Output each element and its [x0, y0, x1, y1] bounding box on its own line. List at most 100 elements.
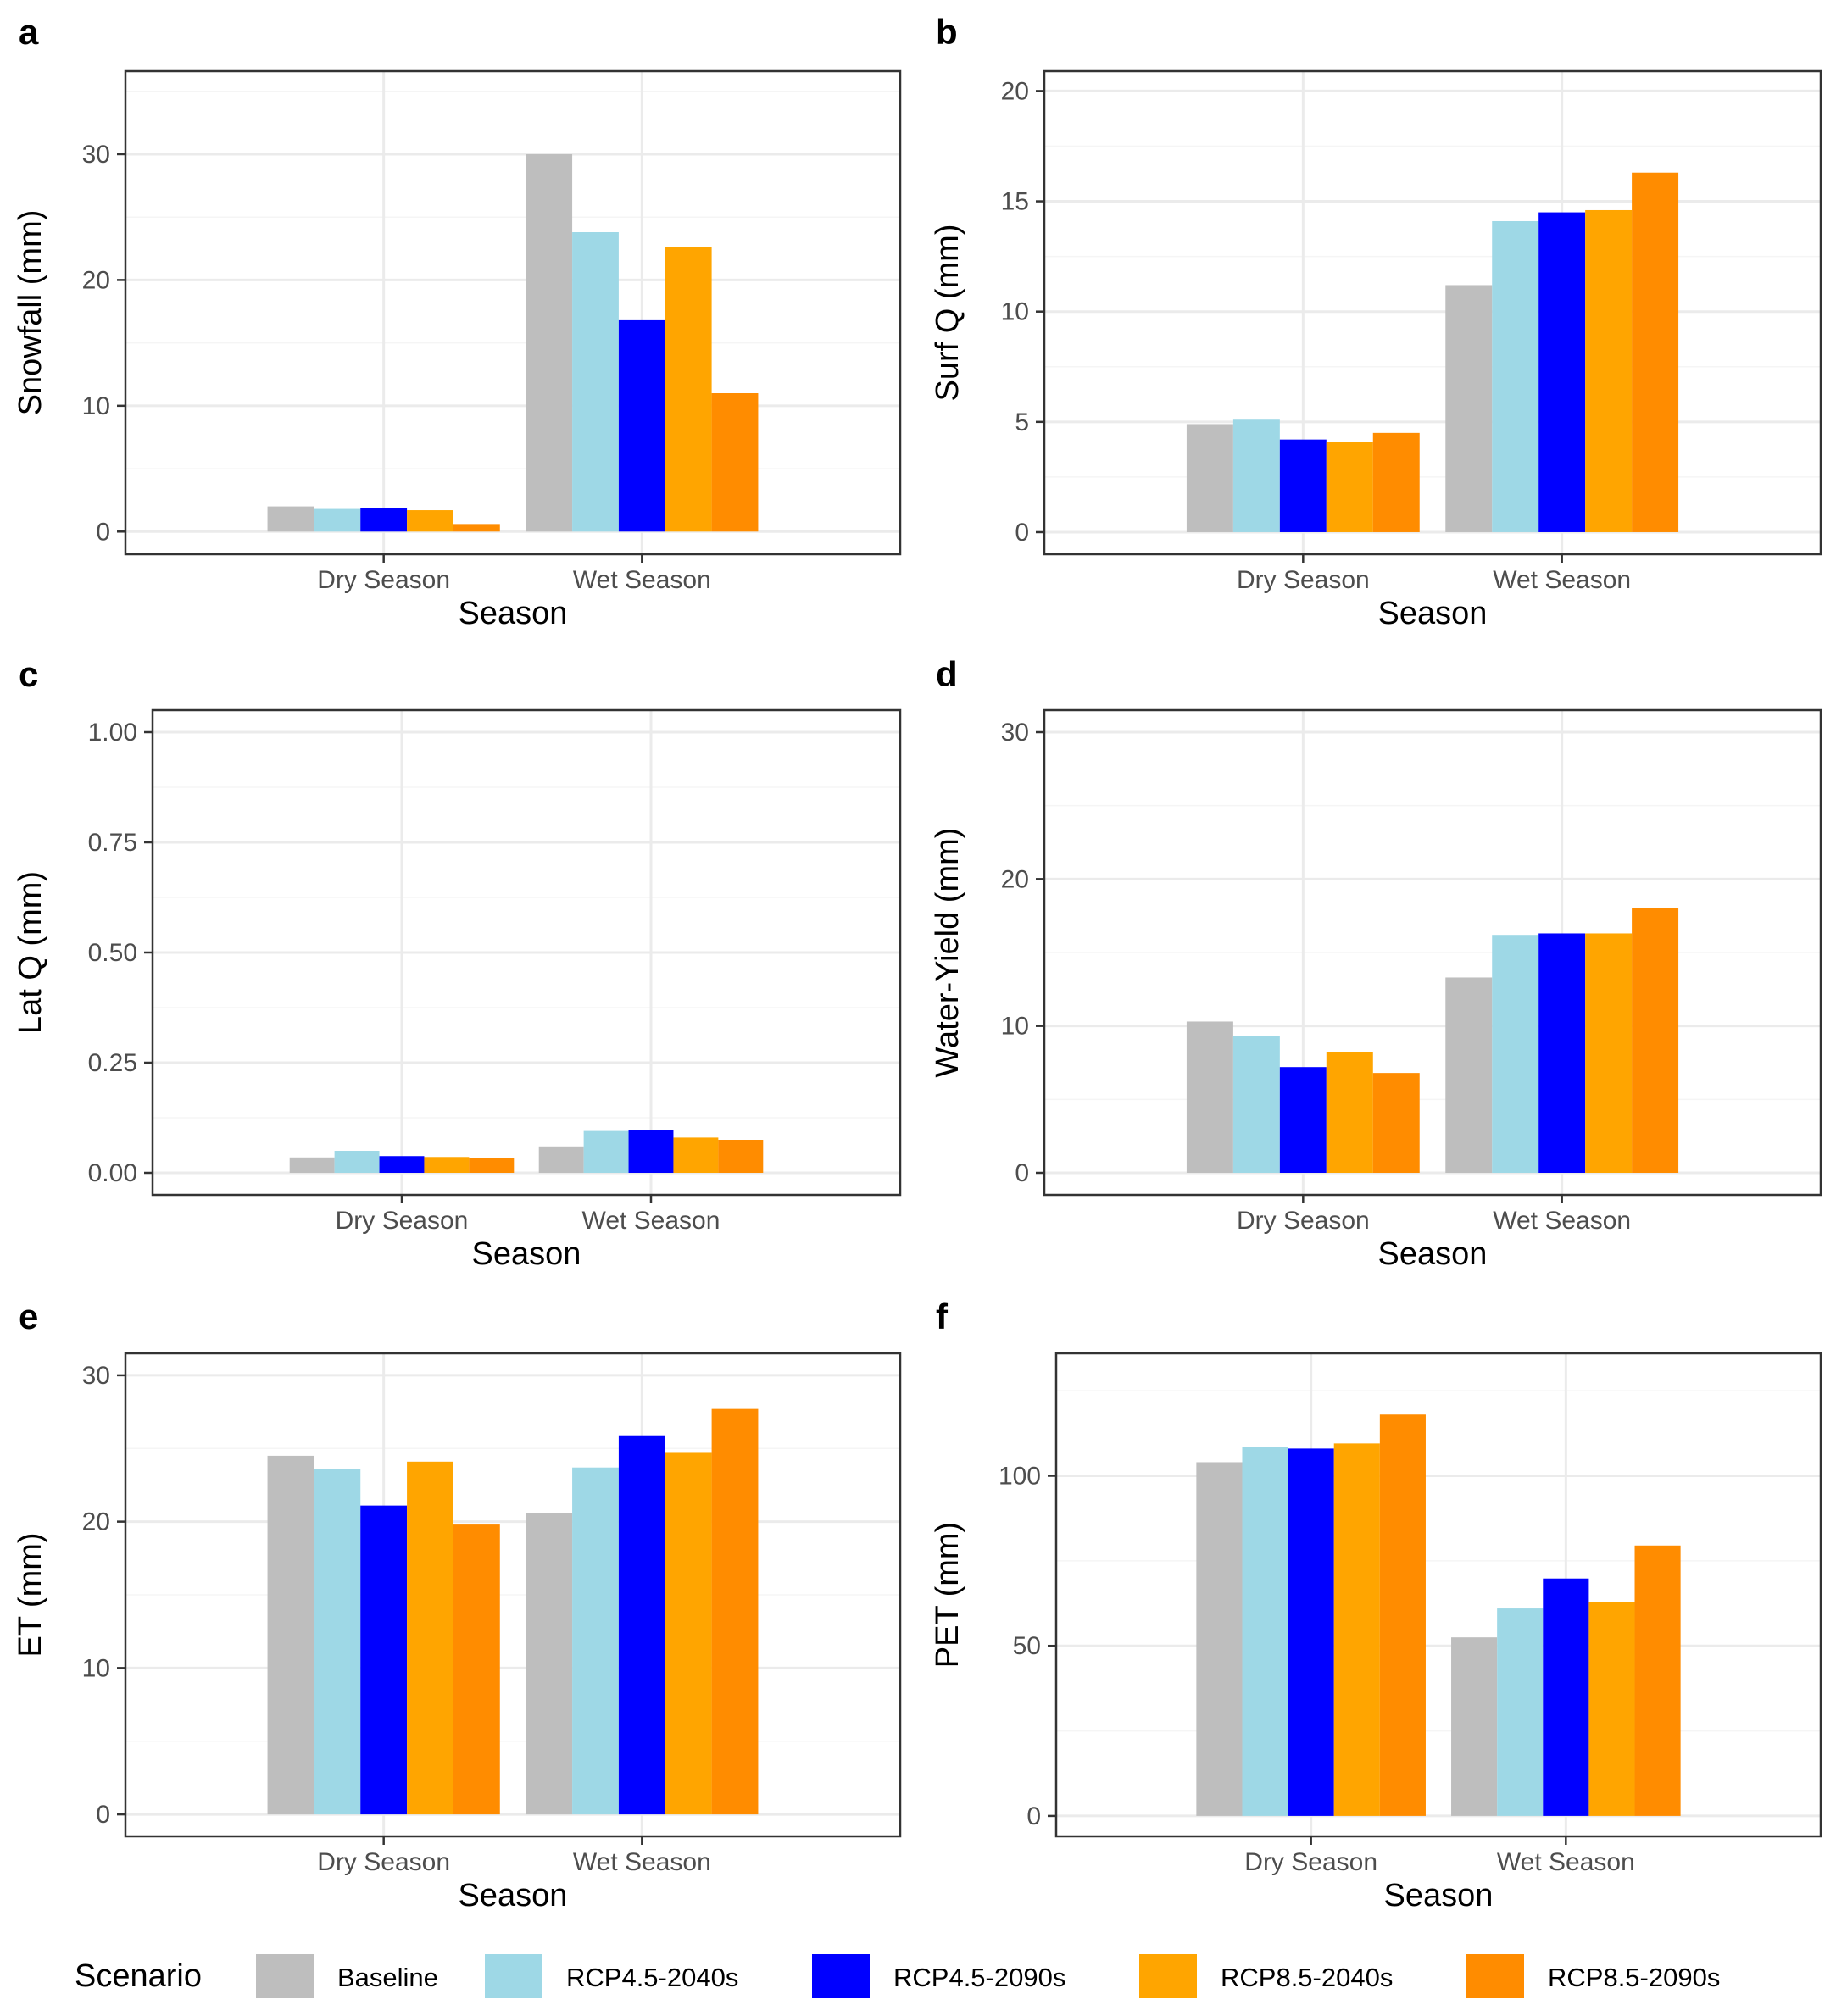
bar-d-rcp8-5-2040s-wet-season	[1585, 933, 1633, 1173]
bar-e-rcp4-5-2090s-dry-season	[360, 1505, 408, 1815]
y-tick-label: 30	[1001, 719, 1029, 747]
y-axis-title: Surf Q (mm)	[930, 225, 965, 402]
panel-border	[1043, 69, 1822, 556]
y-tick-label: 20	[1001, 865, 1029, 893]
bar-a-rcp8-5-2040s-dry-season	[407, 510, 453, 532]
panel-letter: d	[936, 654, 958, 694]
bar-d-rcp8-5-2090s-dry-season	[1372, 1073, 1420, 1173]
y-axis-title: Water-Yield (mm)	[930, 828, 965, 1078]
y-tick-label: 0.25	[88, 1049, 137, 1077]
bar-e-rcp8-5-2090s-wet-season	[711, 1408, 759, 1815]
y-axis-title: Lat Q (mm)	[13, 871, 48, 1034]
legend-label: RCP8.5-2090s	[1548, 1963, 1720, 1992]
y-tick-label: 0	[1015, 519, 1029, 547]
bar-c-rcp4-5-2040s-dry-season	[334, 1151, 380, 1173]
panel-border	[1054, 1352, 1822, 1838]
bar-a-rcp4-5-2040s-wet-season	[572, 232, 619, 532]
y-tick-label: 10	[1001, 1013, 1029, 1041]
bar-f-rcp8-5-2040s-dry-season	[1333, 1443, 1380, 1816]
x-tick-label: Dry Season	[1244, 1848, 1377, 1876]
bar-e-rcp4-5-2040s-dry-season	[314, 1469, 361, 1815]
bar-c-rcp8-5-2040s-dry-season	[424, 1157, 470, 1173]
x-tick-label: Wet Season	[1493, 1207, 1631, 1235]
bar-a-rcp8-5-2090s-wet-season	[711, 393, 759, 532]
bar-f-rcp4-5-2090s-wet-season	[1543, 1578, 1589, 1816]
bar-c-rcp8-5-2040s-wet-season	[673, 1137, 719, 1173]
panel-letter: e	[19, 1297, 38, 1336]
x-axis-title: Season	[472, 1236, 581, 1272]
bar-a-baseline-dry-season	[267, 506, 314, 532]
y-axis-title: ET (mm)	[13, 1532, 48, 1657]
bar-d-rcp8-5-2040s-dry-season	[1326, 1052, 1373, 1173]
y-tick-label: 1.00	[88, 719, 137, 747]
bar-b-rcp8-5-2090s-wet-season	[1632, 172, 1679, 532]
y-tick-label: 20	[82, 266, 110, 294]
legend-key-rcp4-5-2040s	[485, 1954, 542, 1998]
bar-f-rcp4-5-2040s-dry-season	[1242, 1447, 1288, 1816]
x-tick-label: Dry Season	[1237, 1207, 1370, 1235]
bar-d-baseline-wet-season	[1445, 977, 1493, 1173]
y-tick-label: 10	[82, 1654, 110, 1682]
bar-c-baseline-wet-season	[538, 1146, 584, 1173]
bar-b-rcp4-5-2040s-wet-season	[1492, 220, 1539, 532]
bar-d-rcp4-5-2040s-wet-season	[1492, 935, 1539, 1173]
x-tick-label: Dry Season	[1237, 566, 1370, 594]
bar-c-rcp8-5-2090s-wet-season	[718, 1140, 764, 1173]
bar-c-rcp4-5-2090s-wet-season	[628, 1130, 674, 1173]
panel-letter: c	[19, 654, 38, 694]
y-tick-label: 10	[1001, 298, 1029, 326]
bar-b-rcp8-5-2040s-wet-season	[1585, 209, 1633, 532]
x-axis-title: Season	[1378, 596, 1488, 631]
legend-label: RCP8.5-2040s	[1221, 1963, 1393, 1992]
bar-e-rcp8-5-2040s-wet-season	[665, 1452, 712, 1815]
bar-b-rcp4-5-2090s-wet-season	[1538, 212, 1586, 532]
legend-key-rcp8-5-2090s	[1466, 1954, 1524, 1998]
bar-c-rcp8-5-2090s-dry-season	[469, 1158, 515, 1173]
x-tick-label: Wet Season	[573, 566, 711, 594]
bar-d-rcp4-5-2090s-wet-season	[1538, 933, 1586, 1173]
y-tick-label: 10	[82, 392, 110, 420]
bar-f-rcp8-5-2090s-wet-season	[1634, 1545, 1681, 1816]
bar-b-rcp8-5-2040s-dry-season	[1326, 442, 1373, 532]
bar-b-baseline-dry-season	[1186, 424, 1233, 532]
x-tick-label: Dry Season	[317, 566, 450, 594]
x-tick-label: Wet Season	[1493, 566, 1631, 594]
y-axis-title: Snowfall (mm)	[13, 210, 48, 416]
bar-a-baseline-wet-season	[526, 153, 573, 532]
y-tick-label: 0.75	[88, 829, 137, 857]
x-axis-title: Season	[1378, 1236, 1488, 1272]
y-tick-label: 0.50	[88, 939, 137, 967]
y-tick-label: 0	[1026, 1802, 1041, 1830]
plot-background	[1056, 1353, 1821, 1836]
legend-label: Baseline	[337, 1963, 438, 1992]
bar-f-baseline-wet-season	[1451, 1637, 1498, 1816]
bar-f-rcp8-5-2040s-wet-season	[1588, 1602, 1635, 1816]
bar-c-rcp4-5-2090s-dry-season	[379, 1156, 425, 1173]
panel-border	[1043, 708, 1822, 1197]
x-tick-label: Wet Season	[573, 1848, 711, 1876]
legend-key-rcp4-5-2090s	[812, 1954, 870, 1998]
bar-a-rcp4-5-2040s-dry-season	[314, 508, 361, 532]
y-tick-label: 15	[1001, 188, 1029, 216]
bar-e-rcp4-5-2040s-wet-season	[572, 1467, 619, 1815]
bar-c-baseline-dry-season	[289, 1157, 335, 1173]
legend-title: Scenario	[75, 1958, 202, 1994]
y-tick-label: 0.00	[88, 1159, 137, 1187]
bar-f-rcp4-5-2040s-wet-season	[1497, 1608, 1544, 1816]
bar-a-rcp8-5-2090s-dry-season	[453, 524, 500, 532]
panel-letter: f	[936, 1297, 949, 1336]
legend-key-rcp8-5-2040s	[1139, 1954, 1197, 1998]
legend: Scenario Baseline RCP4.5-2040s RCP4.5-2090s…	[75, 1954, 1720, 1998]
y-tick-label: 30	[82, 141, 110, 169]
y-tick-label: 5	[1015, 408, 1029, 436]
panel-c: 0.00 0.25 0.50 0.75 1.00 Dry Season Wet Season…	[13, 654, 902, 1272]
legend-label: RCP4.5-2040s	[566, 1963, 738, 1992]
bar-e-rcp8-5-2090s-dry-season	[453, 1524, 500, 1815]
bar-d-baseline-dry-season	[1186, 1021, 1233, 1173]
bar-e-baseline-dry-season	[267, 1455, 314, 1815]
